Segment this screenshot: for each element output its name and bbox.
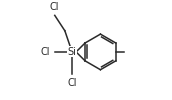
Text: Cl: Cl [67,78,77,88]
Text: Cl: Cl [50,2,60,12]
Text: Cl: Cl [40,47,50,57]
Text: Si: Si [68,47,77,57]
